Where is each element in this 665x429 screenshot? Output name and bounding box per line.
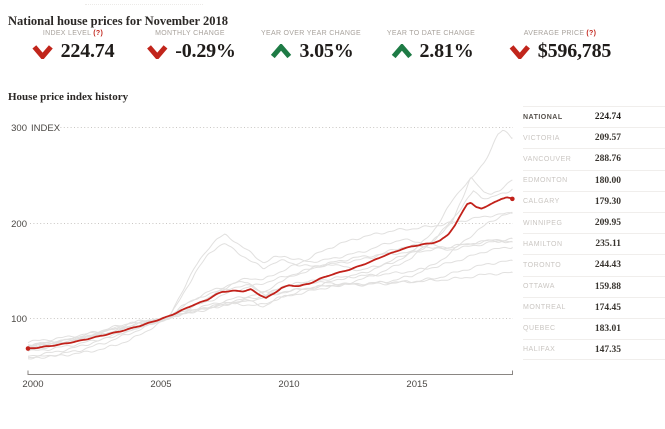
series-line-hamilton[interactable]: [27, 188, 513, 348]
legend-row-toronto[interactable]: TORONTO 244.43: [523, 254, 665, 275]
section-title: House price index history: [8, 91, 129, 104]
stat-label: YEAR TO DATE CHANGE: [386, 30, 476, 37]
series-line-vancouver[interactable]: [28, 129, 513, 348]
legend-city-value: 183.01: [594, 323, 621, 334]
x-tick-label-2015: 2015: [406, 379, 427, 390]
down-chevron-icon: [32, 45, 53, 59]
stat-value: $596,785: [537, 40, 612, 62]
series-line-calgary[interactable]: [27, 233, 513, 344]
legend-city-value: 174.45: [594, 302, 621, 313]
legend-city-value: 159.88: [594, 281, 621, 292]
stat-label: YEAR OVER YEAR CHANGE: [261, 30, 361, 37]
down-chevron-icon: [509, 45, 530, 59]
series-line-national[interactable]: [27, 196, 513, 350]
x-tick-label-2000: 2000: [22, 379, 43, 390]
legend-row-victoria[interactable]: VICTORIA 209.57: [523, 127, 665, 148]
legend-city-value: 235.11: [595, 239, 621, 250]
legend-city-name: MONTREAL: [523, 304, 566, 312]
city-legend: NATIONAL 224.74 VICTORIA 209.57 VANCOUVER 288…: [523, 106, 665, 361]
legend-row-vancouver[interactable]: VANCOUVER 288.76: [523, 148, 665, 169]
legend-row-montreal[interactable]: MONTREAL 174.45: [523, 296, 665, 318]
legend-row-calgary[interactable]: CALGARY 179.30: [523, 190, 665, 212]
y-tick-label-200: 200: [11, 219, 27, 230]
legend-row-hamilton[interactable]: HAMILTON 235.11: [523, 233, 665, 254]
legend-row-ottawa[interactable]: OTTAWA 159.88: [523, 275, 665, 297]
legend-city-value: 179.30: [594, 196, 621, 207]
y-tick-label-100: 100: [11, 314, 27, 325]
legend-city-value: 224.74: [594, 112, 621, 123]
up-chevron-icon: [271, 44, 292, 59]
stat-label: INDEX LEVEL (?): [42, 30, 104, 37]
legend-row-halifax[interactable]: HALIFAX 147.35: [523, 339, 665, 361]
legend-city-value: 209.95: [594, 218, 621, 229]
legend-city-name: EDMONTON: [523, 177, 568, 185]
legend-city-name: VANCOUVER: [523, 155, 572, 163]
legend-row-quebec[interactable]: QUEBEC 183.01: [523, 317, 665, 339]
legend-city-name: WINNIPEG: [523, 219, 563, 227]
up-chevron-icon: [391, 44, 412, 59]
down-chevron-icon: [147, 45, 168, 59]
stat-value: 224.74: [60, 40, 115, 62]
legend-city-value: 209.57: [594, 133, 621, 144]
national-end-dot: [510, 196, 515, 202]
x-tick-label-2005: 2005: [150, 379, 171, 390]
help-icon[interactable]: (?): [586, 30, 597, 37]
series-line-toronto[interactable]: [27, 177, 513, 348]
legend-city-name: OTTAWA: [523, 283, 555, 291]
stat-label: AVERAGE PRICE (?): [523, 30, 597, 37]
legend-city-name: CALGARY: [523, 198, 560, 206]
legend-city-name: VICTORIA: [523, 134, 560, 142]
legend-city-name: HAMILTON: [523, 240, 563, 248]
stat-year-to-date-change: YEAR TO DATE CHANGE 2.81%: [387, 30, 477, 63]
stat-average-price: AVERAGE PRICE (?) $596,785: [509, 30, 611, 63]
y-axis-unit-label: INDEX: [31, 123, 61, 134]
page-title: National house prices for November 2018: [8, 14, 229, 29]
stat-label: MONTHLY CHANGE: [155, 30, 225, 37]
legend-city-value: 147.35: [594, 344, 621, 355]
stat-value: 3.05%: [299, 40, 354, 62]
series-line-halifax[interactable]: [27, 271, 513, 352]
top-partial-divider: [85, 4, 203, 5]
legend-row-winnipeg[interactable]: WINNIPEG 209.95: [523, 211, 665, 233]
series-line-winnipeg[interactable]: [27, 212, 513, 359]
stat-year-over-year-change: YEAR OVER YEAR CHANGE 3.05%: [261, 30, 363, 63]
y-tick-label-300: 300: [11, 123, 27, 134]
x-tick-label-2010: 2010: [278, 379, 299, 390]
legend-row-edmonton[interactable]: EDMONTON 180.00: [523, 169, 665, 191]
legend-city-name: QUEBEC: [523, 325, 556, 333]
legend-row-national[interactable]: NATIONAL 224.74: [523, 106, 665, 127]
series-line-montreal[interactable]: [27, 246, 513, 357]
stat-value: 2.81%: [419, 40, 474, 62]
national-start-dot: [25, 346, 31, 351]
legend-city-name: TORONTO: [523, 261, 562, 269]
legend-city-value: 180.00: [594, 175, 621, 186]
stat-value: -0.29%: [175, 40, 236, 62]
legend-city-name: HALIFAX: [523, 346, 556, 354]
stat-index-level: INDEX LEVEL (?) 224.74: [32, 30, 115, 63]
stat-monthly-change: MONTHLY CHANGE -0.29%: [146, 30, 236, 63]
series-line-quebec[interactable]: [27, 237, 513, 360]
legend-city-value: 288.76: [594, 154, 621, 165]
legend-city-name: NATIONAL: [523, 113, 563, 121]
legend-city-value: 244.43: [594, 260, 621, 271]
help-icon[interactable]: (?): [93, 30, 104, 37]
